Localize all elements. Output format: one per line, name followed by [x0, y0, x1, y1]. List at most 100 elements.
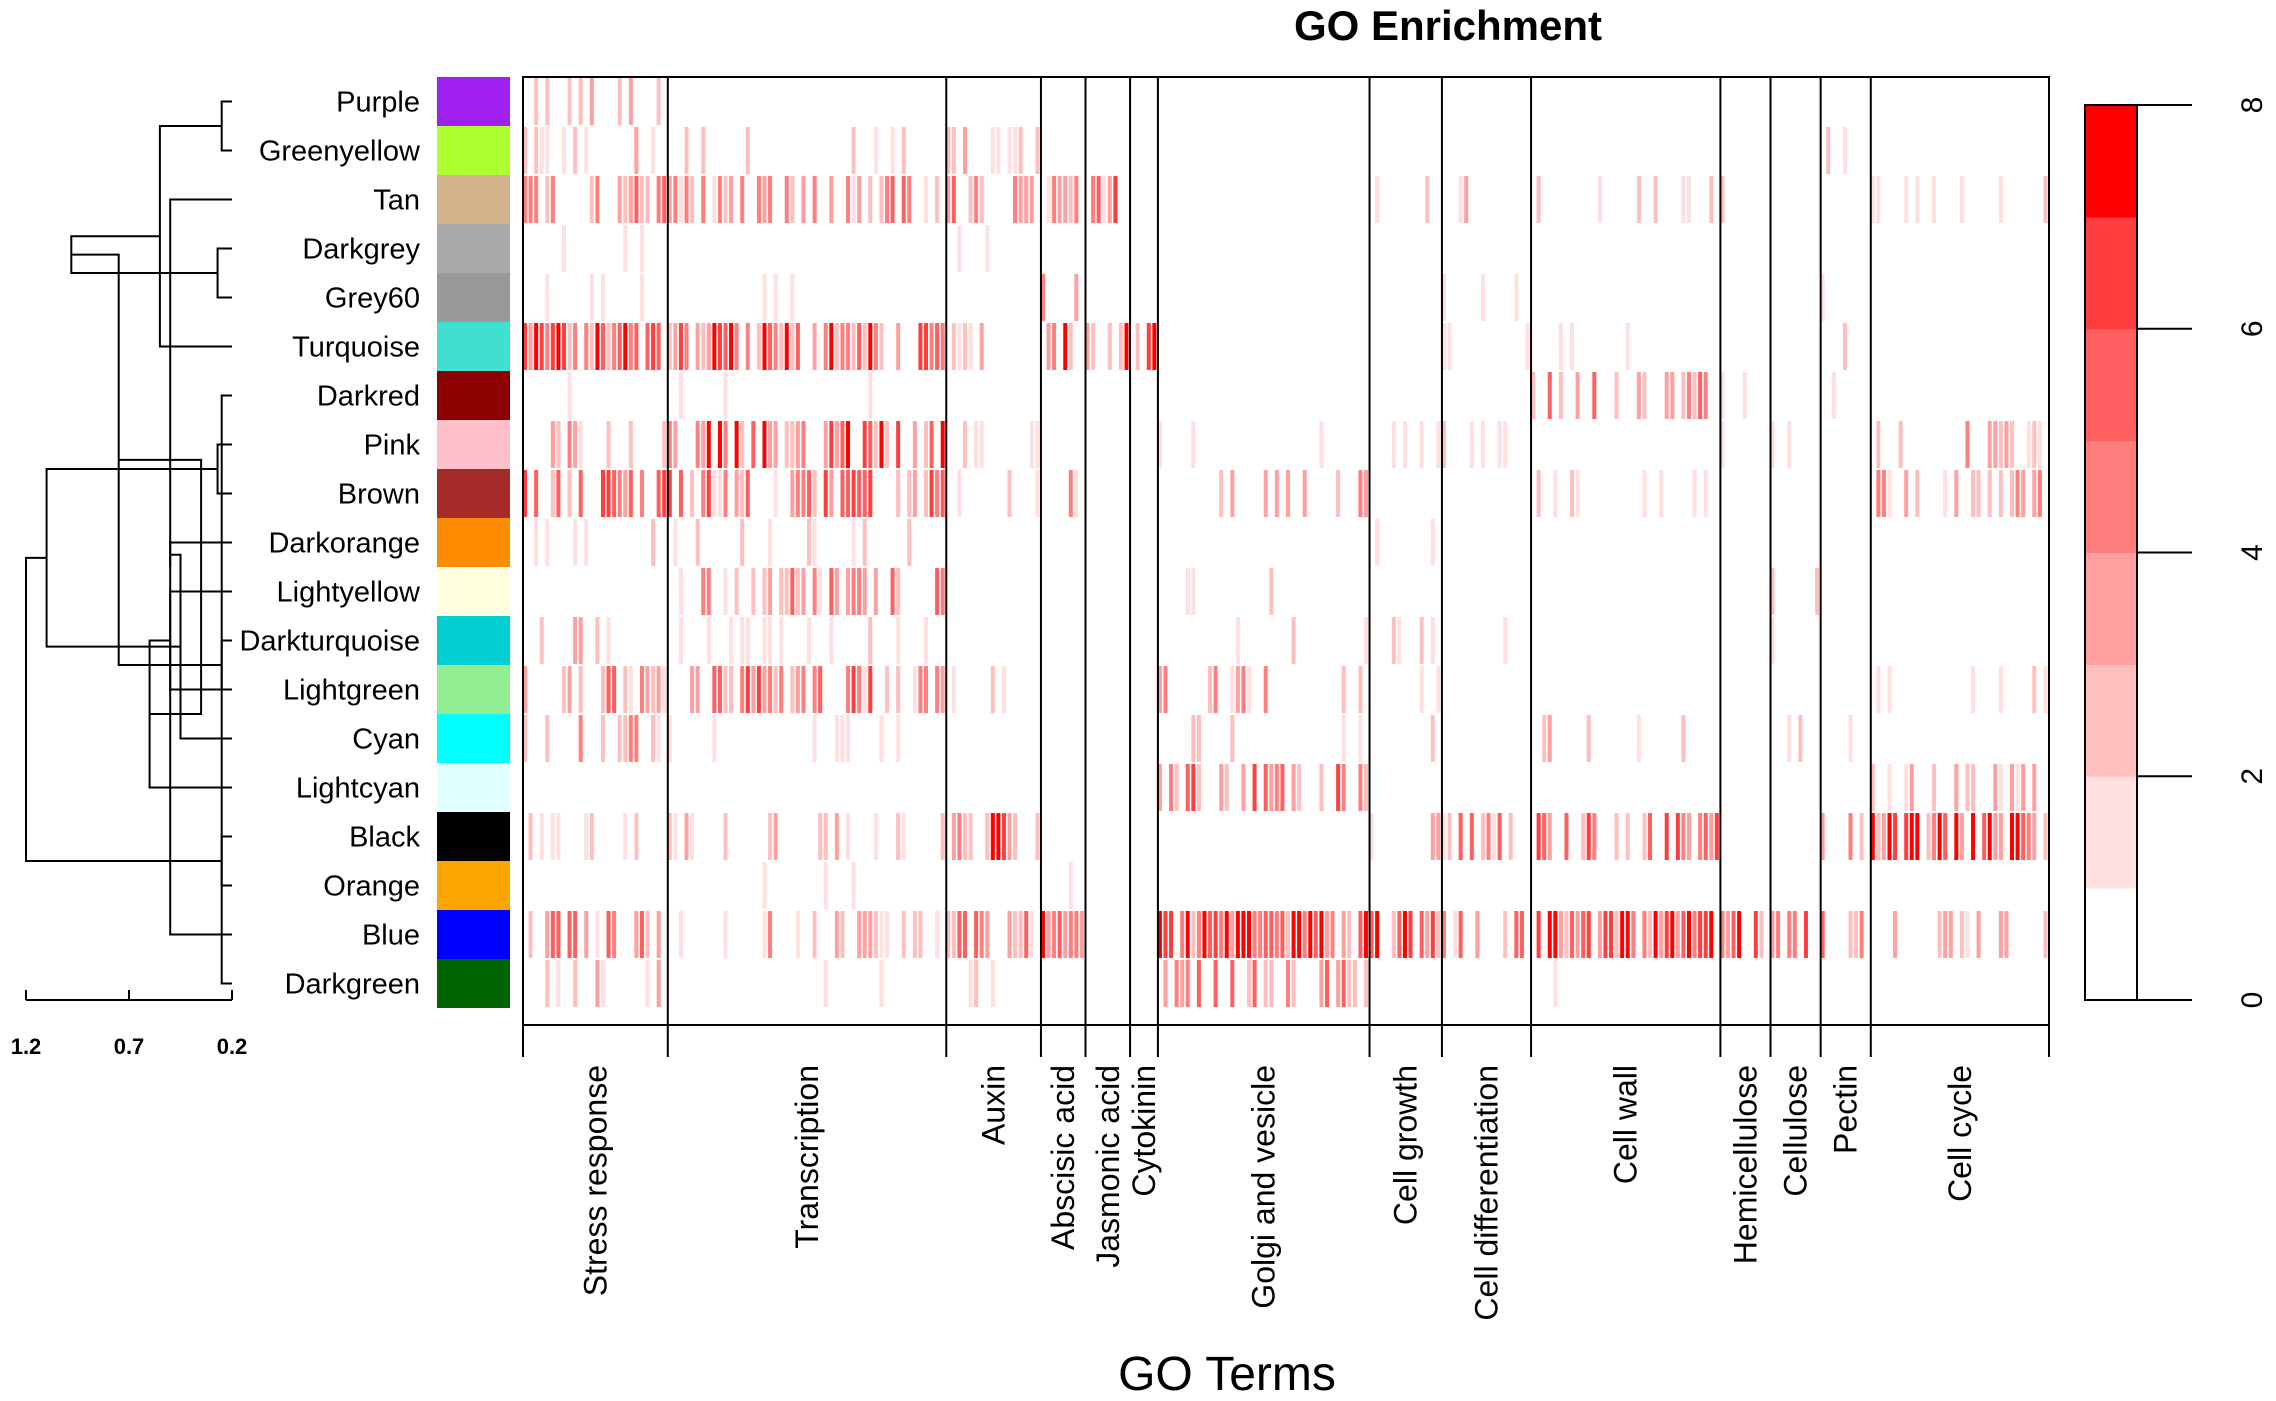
heat-cell [550, 911, 555, 958]
heat-cell [545, 715, 550, 762]
heat-cell [1675, 911, 1680, 958]
heat-cell [784, 421, 789, 468]
heat-cell [561, 225, 566, 272]
heat-cell [834, 911, 839, 958]
heat-cell [962, 127, 967, 174]
heat-cell [1681, 715, 1686, 762]
heat-cell [896, 715, 901, 762]
heat-cell [662, 666, 667, 713]
heat-cell [968, 813, 973, 860]
heat-cell [968, 323, 973, 370]
heat-cell [1308, 911, 1313, 958]
heat-cell [846, 176, 851, 223]
module-label-lightyellow: Lightyellow [277, 577, 422, 609]
heat-cell [634, 715, 639, 762]
heat-cell [1336, 470, 1341, 517]
heat-cell [890, 176, 895, 223]
heat-cell [923, 421, 928, 468]
heat-cell [812, 176, 817, 223]
heat-cell [1642, 470, 1647, 517]
heat-cell [2026, 813, 2031, 860]
heat-cell [1157, 666, 1162, 713]
heat-cell [1603, 911, 1608, 958]
heat-cell [2032, 666, 2037, 713]
module-label-orange: Orange [323, 871, 420, 903]
heat-cell [1815, 568, 1820, 615]
heat-cell [1703, 470, 1708, 517]
heat-cell [1241, 764, 1246, 811]
heat-cell [1230, 911, 1235, 958]
heat-cell [556, 911, 561, 958]
heat-cell [1447, 323, 1452, 370]
heat-cell [612, 911, 617, 958]
module-swatch-darkturquoise [437, 616, 510, 665]
heat-cell [1391, 911, 1396, 958]
heat-cell [968, 960, 973, 1007]
heat-cell [595, 960, 600, 1007]
heat-cell [1007, 127, 1012, 174]
heat-cell [1876, 421, 1881, 468]
heat-cell [667, 421, 672, 468]
heat-cell [1419, 421, 1424, 468]
heat-cell [2043, 666, 2048, 713]
heat-cell [985, 225, 990, 272]
heat-cell [1681, 813, 1686, 860]
heat-cell [729, 666, 734, 713]
heat-cell [534, 78, 539, 125]
heat-cell [1670, 911, 1675, 958]
heat-cell [1787, 715, 1792, 762]
heat-cell [1430, 617, 1435, 664]
heat-cell [1018, 911, 1023, 958]
module-label-blue: Blue [362, 920, 420, 952]
heat-cell [617, 323, 622, 370]
heat-cell [1553, 911, 1558, 958]
heat-cell [951, 323, 956, 370]
heat-cell [1703, 813, 1708, 860]
heat-cell [561, 127, 566, 174]
heat-cell [1363, 960, 1368, 1007]
heat-cell [1998, 666, 2003, 713]
heat-cell [1263, 960, 1268, 1007]
heat-cell [723, 911, 728, 958]
heat-cell [1620, 911, 1625, 958]
heat-cell [1558, 323, 1563, 370]
dendrogram-branch [216, 247, 232, 299]
heat-cell [623, 176, 628, 223]
heat-cell [1547, 911, 1552, 958]
heat-cell [1876, 470, 1881, 517]
heat-cell [1731, 911, 1736, 958]
heat-cell [1269, 764, 1274, 811]
heat-cell [946, 176, 951, 223]
heat-cell [1013, 176, 1018, 223]
heat-cell [701, 127, 706, 174]
heat-cell [1391, 617, 1396, 664]
heat-cell [1558, 911, 1563, 958]
heat-cell [1252, 764, 1257, 811]
heat-cell [751, 421, 756, 468]
heat-cell [584, 911, 589, 958]
heat-cell [1803, 911, 1808, 958]
heat-cell [2026, 421, 2031, 468]
dendrogram-branch [118, 458, 203, 715]
heat-cell [829, 421, 834, 468]
heat-cell [1430, 519, 1435, 566]
heat-cell [1358, 715, 1363, 762]
heat-cell [829, 470, 834, 517]
heat-cell [890, 568, 895, 615]
heat-cell [717, 421, 722, 468]
heat-cell [1547, 715, 1552, 762]
heat-cell [1330, 911, 1335, 958]
heat-cell [940, 813, 945, 860]
heat-cell [879, 911, 884, 958]
heat-cell [1915, 176, 1920, 223]
heat-cell [1163, 911, 1168, 958]
heat-cell [1191, 764, 1196, 811]
module-label-darkgreen: Darkgreen [285, 969, 420, 1001]
go-term-golgi-and-vesicle: Golgi and vesicle [1246, 1065, 1282, 1309]
heat-cell [2043, 911, 2048, 958]
heat-cell [935, 666, 940, 713]
heat-cell [567, 911, 572, 958]
heat-cell [1230, 715, 1235, 762]
heat-cell [1196, 960, 1201, 1007]
heat-cell [550, 470, 555, 517]
